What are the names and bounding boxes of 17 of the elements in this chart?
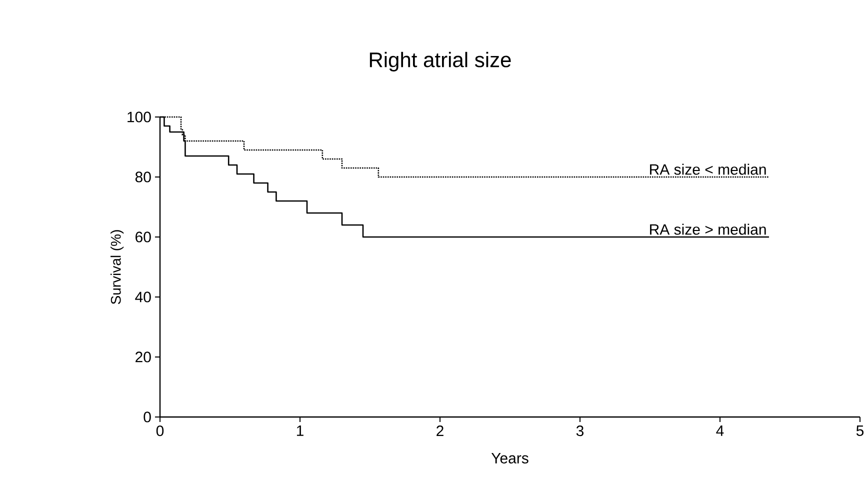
x-tick-label: 4	[716, 426, 724, 436]
y-axis-title: Survival (%)	[110, 230, 124, 304]
x-tick-label: 2	[436, 426, 444, 436]
series-label: RA size > median	[650, 224, 766, 235]
y-tick-label: 100	[128, 112, 151, 122]
x-tick-label: 5	[856, 426, 864, 436]
y-tick-label: 40	[135, 292, 151, 302]
chart-title: Right atrial size	[370, 52, 511, 72]
x-axis-title: Years	[491, 453, 528, 464]
y-tick-label: 60	[136, 232, 151, 242]
series-label: RA size < median	[650, 164, 766, 175]
y-tick-label: 0	[144, 412, 151, 422]
x-tick-label: 3	[576, 426, 584, 436]
x-tick-label: 1	[296, 426, 304, 436]
x-tick-label: 0	[156, 426, 164, 436]
y-tick-label: 80	[135, 172, 151, 182]
y-tick-label: 20	[136, 352, 151, 362]
